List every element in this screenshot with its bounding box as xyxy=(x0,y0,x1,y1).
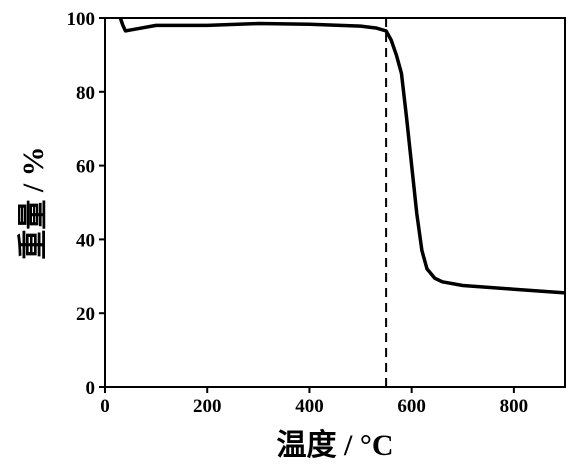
y-tick-label: 60 xyxy=(76,157,95,178)
x-tick-label: 200 xyxy=(193,396,222,417)
x-tick-label: 600 xyxy=(397,396,426,417)
y-tick-label: 0 xyxy=(86,378,96,399)
x-axis-title: 温度 / °C xyxy=(277,429,394,462)
y-axis-title: 重量 / % xyxy=(17,146,50,259)
x-tick-label: 400 xyxy=(295,396,324,417)
plot-frame xyxy=(104,17,566,388)
data-line xyxy=(118,17,566,295)
y-tick-label: 20 xyxy=(76,304,95,325)
y-tick-label: 40 xyxy=(76,230,95,251)
y-tick-label: 80 xyxy=(76,83,95,104)
x-tick-label: 800 xyxy=(500,396,529,417)
y-tick-label: 100 xyxy=(67,9,96,30)
x-tick-label: 0 xyxy=(100,396,110,417)
